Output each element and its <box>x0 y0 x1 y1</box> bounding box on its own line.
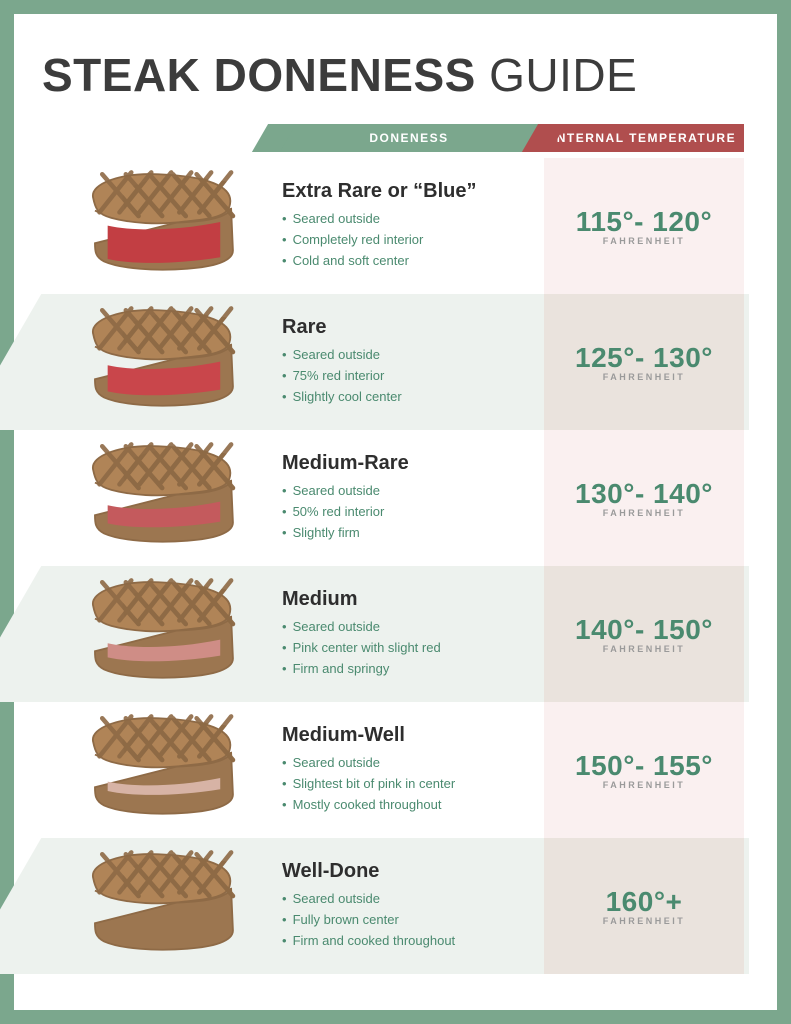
temperature-cell: 125°- 130°FAHRENHEIT <box>544 294 744 430</box>
doneness-bullet: Firm and springy <box>282 659 536 680</box>
temperature-unit: FAHRENHEIT <box>603 236 686 246</box>
outer-frame: STEAK DONENESS GUIDE DONENESS INTERNAL T… <box>0 0 791 1024</box>
description-cell: Well-Done Seared outsideFully brown cente… <box>274 860 544 951</box>
doneness-bullet: Seared outside <box>282 481 536 502</box>
temperature-value: 125°- 130° <box>575 342 713 374</box>
doneness-bullet: Pink center with slight red <box>282 638 536 659</box>
doneness-bullets: Seared outsideCompletely red interiorCol… <box>282 209 536 271</box>
steak-cell <box>42 439 274 557</box>
temperature-unit: FAHRENHEIT <box>603 508 686 518</box>
doneness-bullet: Cold and soft center <box>282 251 536 272</box>
title-bold: STEAK DONENESS <box>42 49 476 101</box>
doneness-name: Rare <box>282 316 536 339</box>
card: STEAK DONENESS GUIDE DONENESS INTERNAL T… <box>14 14 777 1010</box>
doneness-bullet: Seared outside <box>282 617 536 638</box>
doneness-name: Extra Rare or “Blue” <box>282 180 536 203</box>
doneness-bullet: Completely red interior <box>282 230 536 251</box>
doneness-name: Well-Done <box>282 860 536 883</box>
doneness-bullet: Seared outside <box>282 889 536 910</box>
temperature-cell: 115°- 120°FAHRENHEIT <box>544 158 744 294</box>
steak-illustration <box>66 575 251 693</box>
temperature-value: 130°- 140° <box>575 478 713 510</box>
doneness-bullets: Seared outside50% red interiorSlightly f… <box>282 481 536 543</box>
doneness-row: Rare Seared outside75% red interiorSlight… <box>42 294 749 430</box>
description-cell: Extra Rare or “Blue” Seared outsideComple… <box>274 180 544 271</box>
steak-cell <box>42 575 274 693</box>
temperature-value: 115°- 120° <box>576 206 712 238</box>
description-cell: Rare Seared outside75% red interiorSlight… <box>274 316 544 407</box>
doneness-bullet: Mostly cooked throughout <box>282 795 536 816</box>
doneness-bullet: Seared outside <box>282 209 536 230</box>
doneness-name: Medium <box>282 588 536 611</box>
steak-illustration <box>66 303 251 421</box>
description-cell: Medium-Rare Seared outside50% red interio… <box>274 452 544 543</box>
temperature-value: 140°- 150° <box>575 614 713 646</box>
doneness-bullets: Seared outsidePink center with slight re… <box>282 617 536 679</box>
steak-illustration <box>66 847 251 965</box>
steak-illustration <box>66 167 251 285</box>
header-temperature: INTERNAL TEMPERATURE <box>544 124 744 152</box>
doneness-row: Medium Seared outsidePink center with sli… <box>42 566 749 702</box>
doneness-row: Medium-Well Seared outsideSlightest bit o… <box>42 702 749 838</box>
temperature-unit: FAHRENHEIT <box>603 372 686 382</box>
temperature-unit: FAHRENHEIT <box>603 916 686 926</box>
title-light: GUIDE <box>489 49 637 101</box>
temperature-cell: 160°+FAHRENHEIT <box>544 838 744 974</box>
doneness-bullet: Seared outside <box>282 345 536 366</box>
column-headers: DONENESS INTERNAL TEMPERATURE <box>42 120 749 152</box>
doneness-name: Medium-Well <box>282 724 536 747</box>
steak-cell <box>42 847 274 965</box>
doneness-bullet: 75% red interior <box>282 366 536 387</box>
doneness-row: Extra Rare or “Blue” Seared outsideComple… <box>42 158 749 294</box>
doneness-bullets: Seared outsideSlightest bit of pink in c… <box>282 753 536 815</box>
description-cell: Medium-Well Seared outsideSlightest bit o… <box>274 724 544 815</box>
page-title: STEAK DONENESS GUIDE <box>42 48 749 102</box>
doneness-row: Medium-Rare Seared outside50% red interio… <box>42 430 749 566</box>
steak-cell <box>42 167 274 285</box>
header-doneness: DONENESS <box>274 124 544 152</box>
temperature-cell: 150°- 155°FAHRENHEIT <box>544 702 744 838</box>
temperature-value: 160°+ <box>606 886 683 918</box>
temperature-unit: FAHRENHEIT <box>603 644 686 654</box>
steak-illustration <box>66 711 251 829</box>
doneness-bullets: Seared outside75% red interiorSlightly c… <box>282 345 536 407</box>
steak-cell <box>42 303 274 421</box>
steak-illustration <box>66 439 251 557</box>
doneness-row: Well-Done Seared outsideFully brown cente… <box>42 838 749 974</box>
doneness-bullet: Slightly cool center <box>282 387 536 408</box>
temperature-unit: FAHRENHEIT <box>603 780 686 790</box>
doneness-bullet: Slightly firm <box>282 523 536 544</box>
doneness-bullet: Slightest bit of pink in center <box>282 774 536 795</box>
temperature-cell: 130°- 140°FAHRENHEIT <box>544 430 744 566</box>
temperature-cell: 140°- 150°FAHRENHEIT <box>544 566 744 702</box>
doneness-bullet: Firm and cooked throughout <box>282 931 536 952</box>
doneness-bullets: Seared outsideFully brown centerFirm and… <box>282 889 536 951</box>
doneness-name: Medium-Rare <box>282 452 536 475</box>
doneness-bullet: Fully brown center <box>282 910 536 931</box>
doneness-bullet: 50% red interior <box>282 502 536 523</box>
rows-container: Extra Rare or “Blue”Seared outsideComple… <box>42 158 749 1000</box>
steak-cell <box>42 711 274 829</box>
doneness-bullet: Seared outside <box>282 753 536 774</box>
temperature-value: 150°- 155° <box>575 750 713 782</box>
description-cell: Medium Seared outsidePink center with sli… <box>274 588 544 679</box>
